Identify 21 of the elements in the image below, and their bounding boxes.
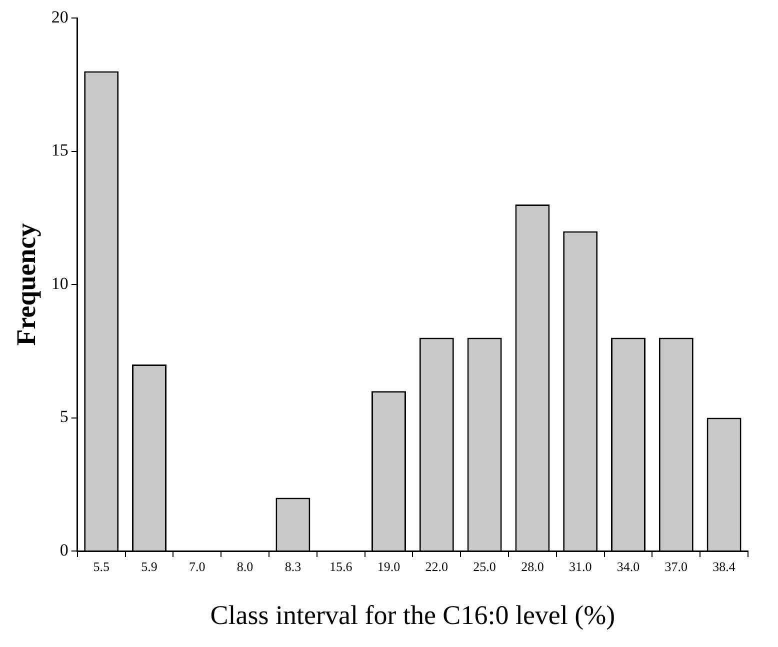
y-tick-label: 0 [60, 540, 68, 560]
x-tick-label: 31.0 [568, 559, 592, 574]
x-tick-label: 34.0 [616, 559, 640, 574]
x-tick-label: 15.6 [329, 559, 353, 574]
x-tick-label: 8.3 [284, 559, 302, 574]
y-axis-title: Frequency [11, 222, 42, 346]
x-tick-label: 38.4 [712, 559, 736, 574]
y-tick-label: 15 [51, 140, 68, 160]
x-tick-label: 8.0 [236, 559, 254, 574]
x-tick-label: 7.0 [189, 559, 206, 574]
x-tick-label: 28.0 [521, 559, 544, 574]
y-tick-label: 5 [60, 407, 68, 426]
y-tick-label: 20 [51, 7, 68, 26]
y-tick-label: 10 [51, 274, 68, 293]
x-axis-title: Class interval for the C16:0 level (%) [210, 600, 616, 630]
x-tick-label: 22.0 [425, 559, 448, 574]
x-tick-label: 37.0 [664, 559, 688, 574]
x-tick-label: 25.0 [473, 559, 496, 574]
x-tick-label: 5.5 [93, 559, 110, 574]
x-tick-label: 5.9 [141, 559, 158, 574]
x-tick-label: 19.0 [377, 559, 400, 574]
